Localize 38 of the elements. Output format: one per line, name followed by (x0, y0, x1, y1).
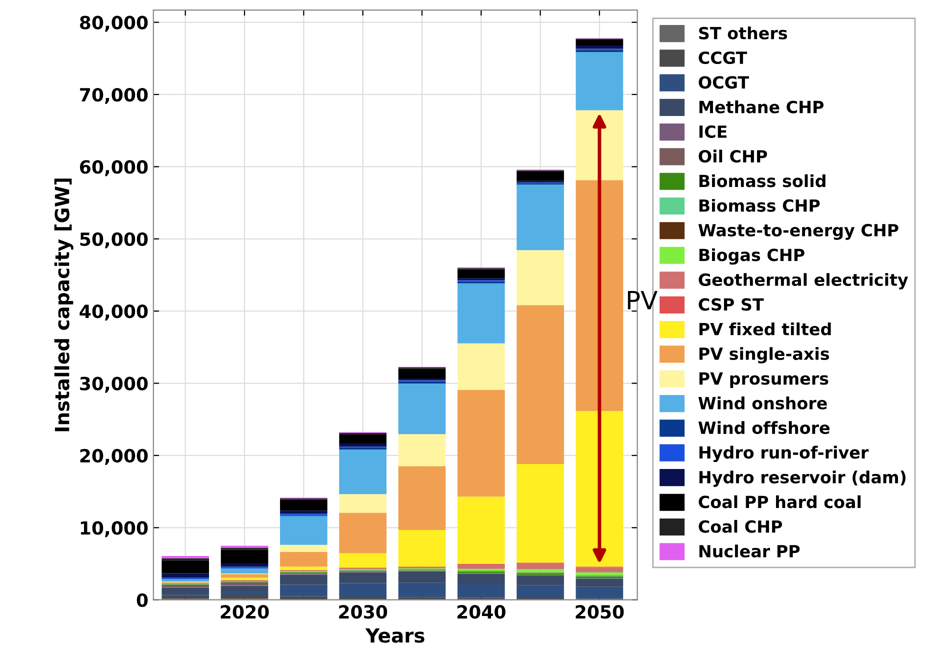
x-tick-label: 2030 (339, 605, 388, 619)
legend-label: CCGT (698, 51, 748, 64)
y-tick-label: 30,000 (80, 376, 148, 393)
legend-label: Waste-to-energy CHP (698, 224, 898, 240)
legend-label: Biomass solid (699, 174, 826, 188)
legend-label: Coal CHP (698, 520, 782, 533)
x-tick-label: 2050 (576, 605, 624, 619)
legend-label: OCGT (698, 76, 749, 89)
legend-label: Wind onshore (698, 396, 827, 410)
y-tick-label: 50,000 (80, 232, 148, 248)
legend-label: CSP ST (698, 298, 764, 311)
legend-label: Methane CHP (699, 100, 824, 114)
legend-label: Nuclear PP (699, 544, 800, 558)
legend-label: Hydro reservoir (dam) (699, 470, 906, 487)
legend-label: PV fixed tilted (699, 322, 831, 336)
y-tick-label: 0 (136, 593, 148, 607)
y-tick-label: 80,000 (80, 16, 148, 32)
legend-label: Biomass CHP (699, 198, 820, 212)
annotation: PV (628, 290, 658, 310)
legend-label: PV prosumers (699, 372, 828, 388)
legend-label: Oil CHP (698, 150, 768, 163)
y-tick-label: 40,000 (80, 304, 148, 321)
legend-label: Geothermal electricity (698, 273, 908, 290)
legend-label: Hydro run-of-river (699, 446, 869, 462)
legend-label: Wind offshore (698, 421, 830, 434)
legend-label: PV single-axis (699, 347, 830, 364)
y-tick-label: 60,000 (80, 160, 148, 176)
legend-label: ST others (699, 26, 788, 40)
legend-label: ICE (699, 125, 727, 138)
y-tick-label: 10,000 (80, 521, 148, 538)
x-tick-label: 2020 (220, 605, 269, 619)
y-tick-label: 70,000 (80, 88, 148, 104)
y-axis-title: Installed capacity [GW] (54, 178, 74, 432)
x-tick-label: 2040 (457, 605, 506, 619)
legend-label: Coal PP hard coal (698, 495, 861, 508)
y-tick-label: 20,000 (80, 448, 148, 465)
legend-label: Biogas CHP (699, 248, 804, 265)
x-axis-title: Years (365, 628, 424, 643)
